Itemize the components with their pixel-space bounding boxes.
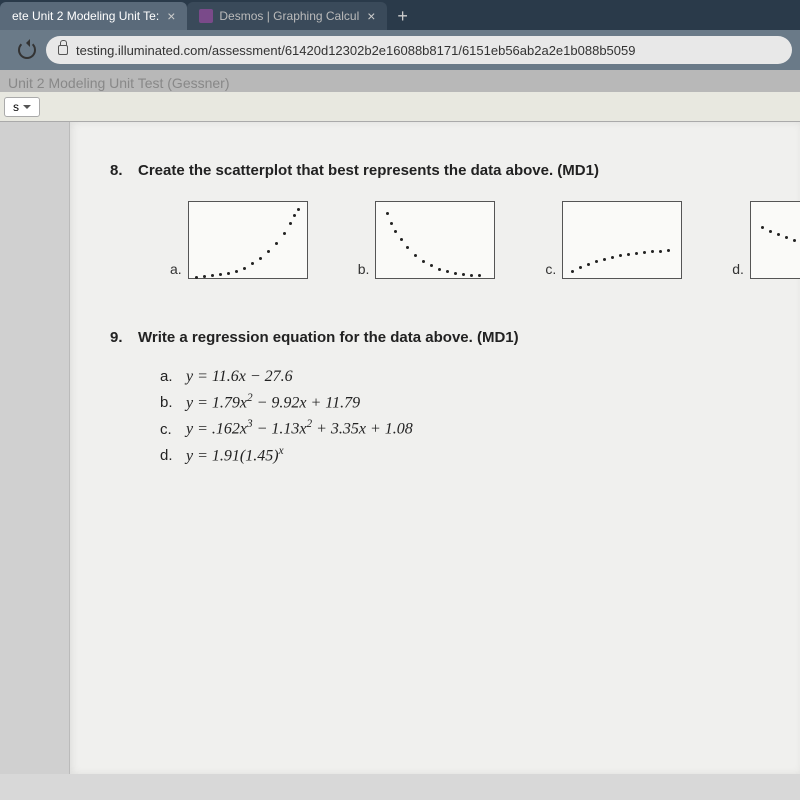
answer-equation: y = 11.6x − 27.6 <box>186 368 293 386</box>
question-9: 9. Write a regression equation for the d… <box>110 329 760 465</box>
tab-title: Desmos | Graphing Calculator <box>219 9 359 23</box>
left-gutter <box>0 122 70 774</box>
answer-label: d. <box>160 447 186 464</box>
scatterplot-b <box>375 201 495 279</box>
option-a[interactable]: a. <box>170 201 308 279</box>
assessment-page: 8. Create the scatterplot that best repr… <box>70 122 800 774</box>
reload-icon[interactable] <box>18 41 36 59</box>
answer-label: a. <box>160 368 186 385</box>
close-icon[interactable]: × <box>167 8 175 24</box>
scatterplot-a <box>188 201 308 279</box>
tab-title: ete Unit 2 Modeling Unit Te: <box>12 9 159 23</box>
close-icon[interactable]: × <box>367 8 375 24</box>
answer-equation: y = .162x3 − 1.13x2 + 3.35x + 1.08 <box>186 418 413 438</box>
tab-active[interactable]: ete Unit 2 Modeling Unit Te: × <box>0 2 187 30</box>
new-tab-button[interactable]: + <box>387 2 418 30</box>
option-label: b. <box>358 261 370 279</box>
option-label: a. <box>170 261 182 279</box>
tools-dropdown[interactable]: s <box>4 97 40 117</box>
answer-b[interactable]: b. y = 1.79x2 − 9.92x + 11.79 <box>160 392 760 412</box>
scatterplot-c <box>562 201 682 279</box>
answer-c[interactable]: c. y = .162x3 − 1.13x2 + 3.35x + 1.08 <box>160 418 760 438</box>
tab-desmos[interactable]: Desmos | Graphing Calculator × <box>187 2 387 30</box>
answer-list: a. y = 11.6x − 27.6 b. y = 1.79x2 − 9.92… <box>160 368 760 465</box>
address-bar-row: testing.illuminated.com/assessment/61420… <box>0 30 800 70</box>
answer-equation: y = 1.79x2 − 9.92x + 11.79 <box>186 392 360 412</box>
question-header: 9. Write a regression equation for the d… <box>110 329 760 346</box>
question-text: Create the scatterplot that best represe… <box>138 162 760 179</box>
answer-label: c. <box>160 421 186 438</box>
url-text: testing.illuminated.com/assessment/61420… <box>76 43 635 58</box>
content-area: 8. Create the scatterplot that best repr… <box>0 122 800 774</box>
desmos-favicon-icon <box>199 9 213 23</box>
option-b[interactable]: b. <box>358 201 496 279</box>
dropdown-label: s <box>13 100 19 114</box>
question-8: 8. Create the scatterplot that best repr… <box>110 162 760 279</box>
question-number: 9. <box>110 329 138 346</box>
question-text: Write a regression equation for the data… <box>138 329 760 346</box>
answer-a[interactable]: a. y = 11.6x − 27.6 <box>160 368 760 386</box>
scatter-options: a. b. c. d. <box>170 201 800 279</box>
option-c[interactable]: c. <box>545 201 682 279</box>
lock-icon <box>58 45 68 55</box>
scatterplot-d <box>750 201 800 279</box>
browser-chrome: ete Unit 2 Modeling Unit Te: × Desmos | … <box>0 0 800 92</box>
answer-equation: y = 1.91(1.45)x <box>186 445 284 465</box>
question-number: 8. <box>110 162 138 179</box>
option-d[interactable]: d. <box>732 201 800 279</box>
tab-bar: ete Unit 2 Modeling Unit Te: × Desmos | … <box>0 0 800 30</box>
chevron-down-icon <box>23 105 31 113</box>
answer-label: b. <box>160 394 186 411</box>
address-bar[interactable]: testing.illuminated.com/assessment/61420… <box>46 36 792 64</box>
option-label: d. <box>732 261 744 279</box>
answer-d[interactable]: d. y = 1.91(1.45)x <box>160 445 760 465</box>
assessment-title: Unit 2 Modeling Unit Test (Gessner) <box>8 75 230 91</box>
option-label: c. <box>545 261 556 279</box>
question-header: 8. Create the scatterplot that best repr… <box>110 162 760 179</box>
toolbar: s <box>0 92 800 122</box>
